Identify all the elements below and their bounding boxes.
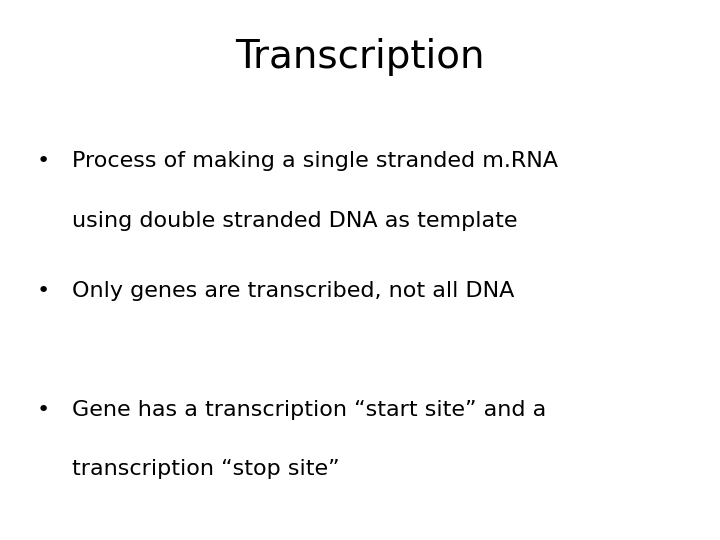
Text: •: • bbox=[37, 400, 50, 420]
Text: transcription “stop site”: transcription “stop site” bbox=[72, 459, 340, 479]
Text: •: • bbox=[37, 151, 50, 171]
Text: •: • bbox=[37, 281, 50, 301]
Text: Transcription: Transcription bbox=[235, 38, 485, 76]
Text: Process of making a single stranded m.RNA: Process of making a single stranded m.RN… bbox=[72, 151, 558, 171]
Text: using double stranded DNA as template: using double stranded DNA as template bbox=[72, 211, 518, 231]
Text: Only genes are transcribed, not all DNA: Only genes are transcribed, not all DNA bbox=[72, 281, 514, 301]
Text: Gene has a transcription “start site” and a: Gene has a transcription “start site” an… bbox=[72, 400, 546, 420]
